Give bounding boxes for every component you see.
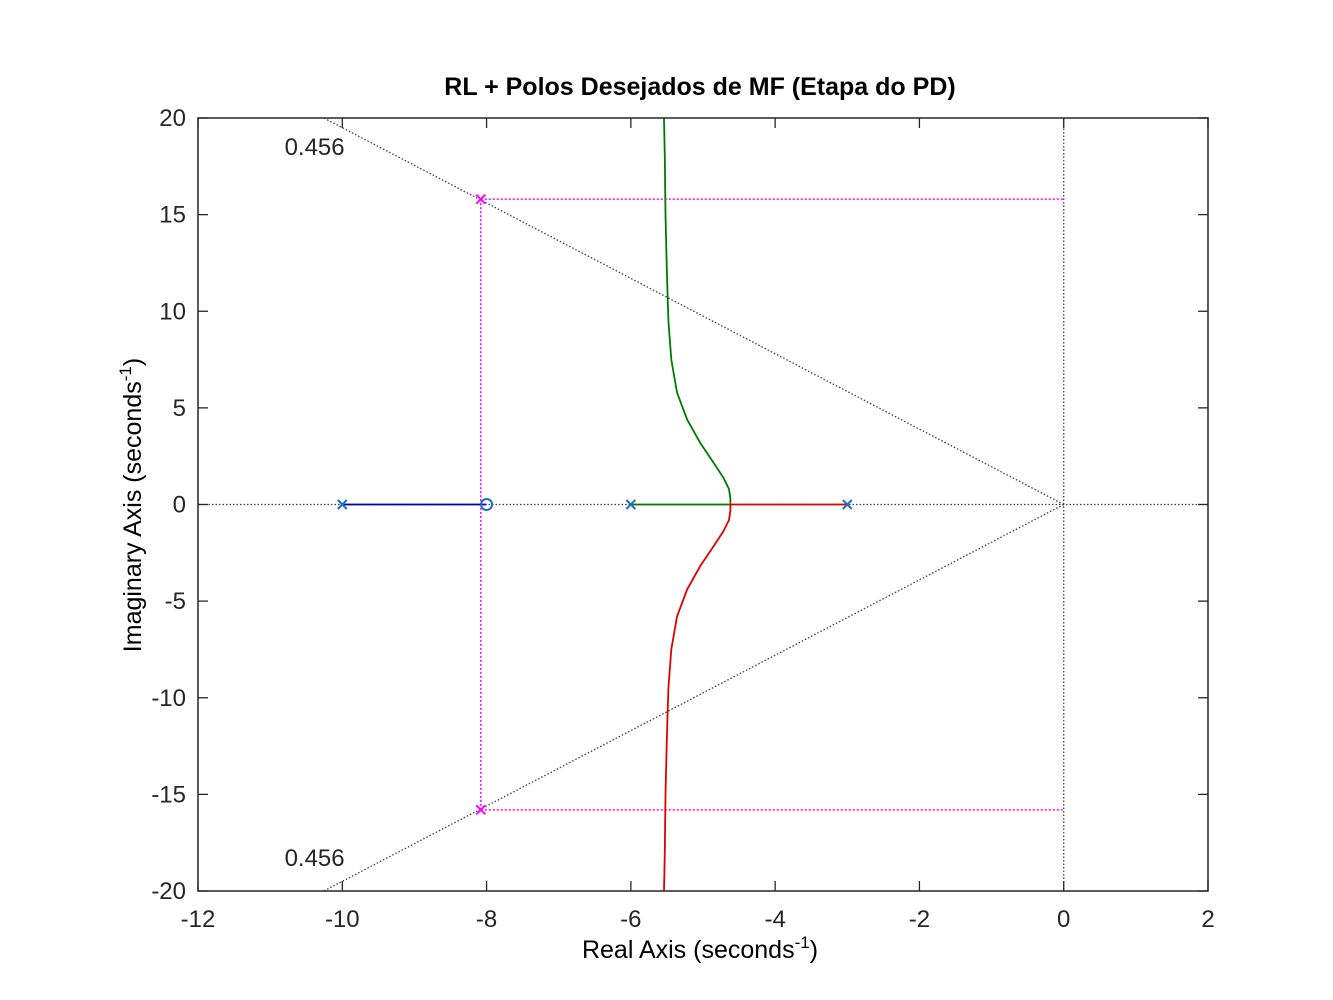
- x-axis-label-text: Real Axis (seconds: [582, 936, 795, 964]
- damping-line-lower: [323, 503, 1065, 892]
- desired-pole-marker: [475, 804, 487, 816]
- open-loop-pole-marker: [625, 499, 637, 510]
- y-axis-label-end: ): [119, 358, 147, 366]
- chart-title: RL + Polos Desejados de MF (Etapa do PD): [444, 73, 955, 101]
- y-tick-label: -20: [151, 878, 186, 905]
- marker-stroke: [475, 193, 487, 205]
- locus-branch-3: [663, 503, 848, 892]
- marker-stroke: [337, 499, 348, 510]
- marker-stroke: [625, 499, 637, 510]
- x-tick-label: -4: [764, 906, 785, 933]
- x-tick-label: -8: [476, 906, 497, 933]
- y-axis-label: Imaginary Axis (seconds-1): [116, 358, 147, 652]
- damping-ratio-label: 0.456: [285, 845, 345, 872]
- damping-ratio-label: 0.456: [285, 134, 345, 161]
- x-tick-label: -2: [909, 906, 930, 933]
- damping-annotations: 0.456 0.456: [285, 134, 345, 872]
- y-tick-label: -15: [151, 781, 186, 808]
- x-tick-label: -12: [181, 906, 216, 933]
- open-loop-pole-marker: [842, 499, 853, 510]
- y-tick-label: 15: [159, 202, 186, 229]
- open-loop-pole-marker: [337, 499, 348, 510]
- y-tick-label: 20: [159, 105, 186, 132]
- x-tick-label: 2: [1201, 906, 1214, 933]
- pole-zero-markers: [337, 193, 853, 816]
- y-tick-label: -10: [151, 685, 186, 712]
- y-tick-label: 0: [173, 492, 186, 519]
- marker-stroke: [842, 499, 853, 510]
- x-axis-label: Real Axis (seconds-1): [582, 933, 818, 964]
- desired-pole-guides: [480, 198, 1064, 811]
- y-tick-label: 5: [173, 395, 186, 422]
- open-loop-zero-marker: [480, 498, 494, 511]
- locus-branches: [342, 117, 848, 892]
- y-tick-label: 10: [159, 298, 186, 325]
- desired-pole-marker: [475, 193, 487, 205]
- locus-branch-2: [630, 117, 732, 506]
- y-axis-label-text: Imaginary Axis (seconds: [119, 381, 147, 652]
- y-tick-label: -5: [165, 588, 186, 615]
- x-tick-label: 0: [1057, 906, 1070, 933]
- x-tick-label: -6: [620, 906, 641, 933]
- marker-stroke: [475, 804, 487, 816]
- x-tick-label: -10: [325, 906, 360, 933]
- axes-frame: [197, 117, 1209, 892]
- x-axis-label-sup: -1: [795, 933, 810, 952]
- y-axis-label-sup: -1: [116, 366, 135, 381]
- x-axis-label-end: ): [810, 936, 818, 964]
- damping-line-upper: [323, 117, 1065, 506]
